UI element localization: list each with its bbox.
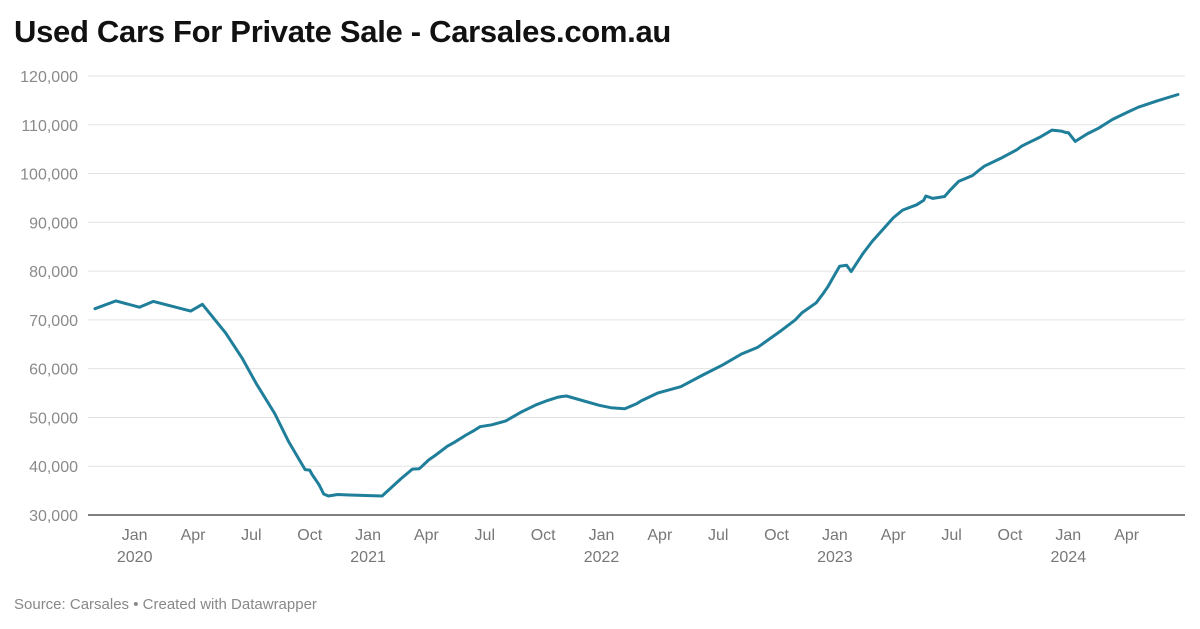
x-tick-label: Jan	[122, 527, 148, 544]
y-tick-label: 80,000	[29, 264, 78, 281]
x-tick-label: Oct	[764, 527, 789, 544]
x-tick-label: Apr	[1114, 527, 1140, 544]
y-tick-label: 100,000	[20, 167, 78, 184]
x-tick-label: Jul	[241, 527, 261, 544]
chart-footer: Source: Carsales • Created with Datawrap…	[14, 596, 317, 613]
x-tick-label: Apr	[181, 527, 207, 544]
y-tick-label: 40,000	[29, 459, 78, 476]
x-tick-year-label: 2020	[117, 549, 153, 566]
y-tick-label: 50,000	[29, 410, 78, 427]
x-tick-label: Oct	[297, 527, 322, 544]
credit-note: Created with Datawrapper	[142, 596, 317, 613]
y-tick-label: 30,000	[29, 508, 78, 525]
x-tick-label: Oct	[998, 527, 1023, 544]
x-tick-year-label: 2024	[1051, 549, 1087, 566]
y-tick-label: 60,000	[29, 362, 78, 379]
y-tick-label: 110,000	[21, 118, 78, 135]
x-tick-year-label: 2023	[817, 549, 853, 566]
x-tick-label: Apr	[414, 527, 440, 544]
x-tick-label: Jul	[941, 527, 961, 544]
y-tick-label: 90,000	[29, 215, 78, 232]
chart-title: Used Cars For Private Sale - Carsales.co…	[14, 14, 672, 49]
x-tick-label: Oct	[531, 527, 556, 544]
y-tick-label: 70,000	[29, 313, 78, 330]
x-tick-year-label: 2022	[584, 549, 620, 566]
y-tick-label: 120,000	[20, 69, 78, 86]
x-tick-label: Jan	[589, 527, 615, 544]
footer-separator: •	[133, 596, 139, 613]
source-note: Source: Carsales	[14, 596, 130, 613]
x-tick-label: Jan	[355, 527, 381, 544]
x-tick-label: Jan	[1055, 527, 1081, 544]
x-tick-label: Jul	[708, 527, 728, 544]
x-tick-label: Jan	[822, 527, 848, 544]
x-tick-label: Apr	[881, 527, 907, 544]
x-tick-label: Apr	[647, 527, 673, 544]
series-line-0	[93, 93, 1180, 498]
x-tick-year-label: 2021	[350, 549, 386, 566]
x-tick-label: Jul	[475, 527, 495, 544]
